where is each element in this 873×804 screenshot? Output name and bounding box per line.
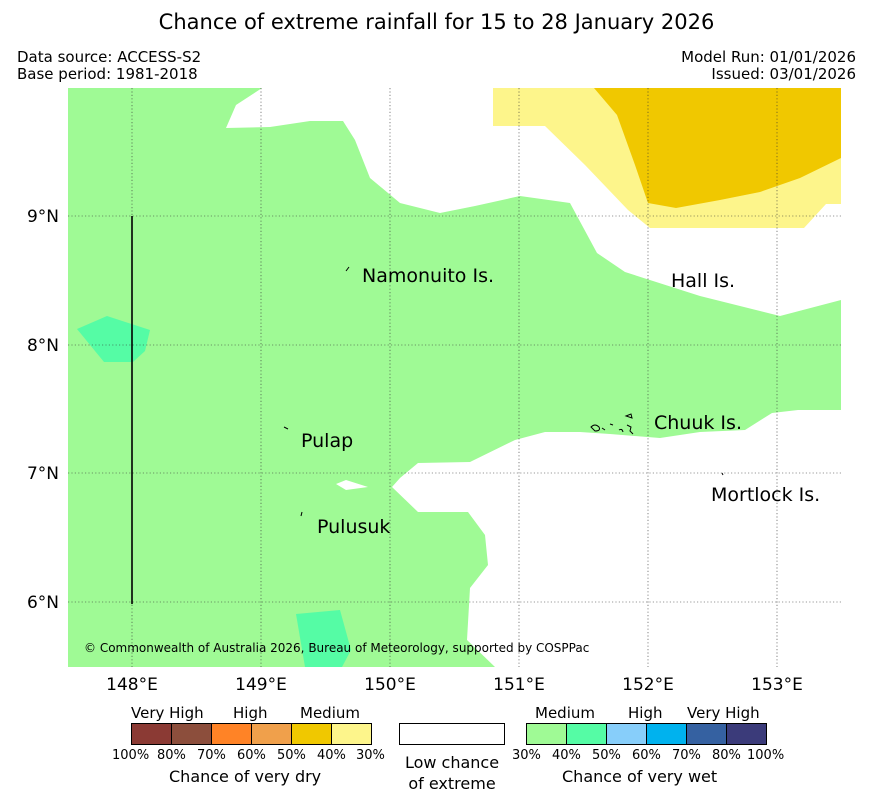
dry-high-label: High — [233, 704, 267, 722]
wet-swatch — [606, 723, 647, 745]
lon-tick-149: 149°E — [235, 675, 287, 695]
rainfall-map: Namonuito Is. Hall Is. Chuuk Is. Pulap M… — [0, 0, 873, 804]
wet-tick: 30% — [512, 748, 541, 763]
lon-tick-151: 151°E — [493, 675, 545, 695]
lat-tick-8: 8°N — [27, 336, 59, 356]
wet-tick: 60% — [632, 748, 661, 763]
label-hall: Hall Is. — [671, 270, 735, 292]
dry-tick: 30% — [356, 748, 385, 763]
wet-medium-label: Medium — [535, 704, 595, 722]
lat-tick-9: 9°N — [27, 207, 59, 227]
wet-caption: Chance of very wet — [562, 767, 717, 786]
label-namonuito: Namonuito Is. — [362, 265, 494, 287]
dry-tick: 50% — [277, 748, 306, 763]
dry-very-high-label: Very High — [131, 704, 204, 722]
dry-tick: 70% — [197, 748, 226, 763]
wet-tick: 40% — [552, 748, 581, 763]
lat-tick-6: 6°N — [27, 593, 59, 613]
wet-swatch — [686, 723, 727, 745]
lon-tick-152: 152°E — [622, 675, 674, 695]
dry-tick: 40% — [317, 748, 346, 763]
dry-caption: Chance of very dry — [169, 767, 321, 786]
wet-swatch — [726, 723, 767, 745]
dry-swatch — [251, 723, 292, 745]
dry-swatch — [331, 723, 372, 745]
label-chuuk: Chuuk Is. — [654, 412, 742, 434]
low-chance-line1: Low chance — [399, 753, 505, 772]
wet-tick: 100% — [747, 748, 784, 763]
lon-tick-148: 148°E — [106, 675, 158, 695]
dry-tick: 80% — [157, 748, 186, 763]
lat-tick-7: 7°N — [27, 464, 59, 484]
dry-swatch — [131, 723, 172, 745]
dry-tick: 60% — [237, 748, 266, 763]
label-mortlock: Mortlock Is. — [711, 484, 820, 506]
wet-tick: 70% — [672, 748, 701, 763]
wet-swatch — [646, 723, 687, 745]
dry-swatch — [291, 723, 332, 745]
wet-very-high-label: Very High — [687, 704, 760, 722]
dry-swatch — [211, 723, 252, 745]
dry-medium-label: Medium — [300, 704, 360, 722]
wet-swatch — [526, 723, 567, 745]
wet-tick: 80% — [712, 748, 741, 763]
wet-swatch — [566, 723, 607, 745]
wet-high-label: High — [628, 704, 662, 722]
wet-tick: 50% — [592, 748, 621, 763]
lon-tick-150: 150°E — [364, 675, 416, 695]
label-pulap: Pulap — [301, 430, 353, 452]
dry-tick: 100% — [112, 748, 149, 763]
low-chance-line2: of extreme — [399, 774, 505, 793]
label-pulusuk: Pulusuk — [317, 516, 390, 538]
lon-tick-153: 153°E — [751, 675, 803, 695]
copyright-text: © Commonwealth of Australia 2026, Bureau… — [84, 641, 589, 655]
low-chance-swatch — [399, 723, 505, 745]
dry-swatch — [171, 723, 212, 745]
